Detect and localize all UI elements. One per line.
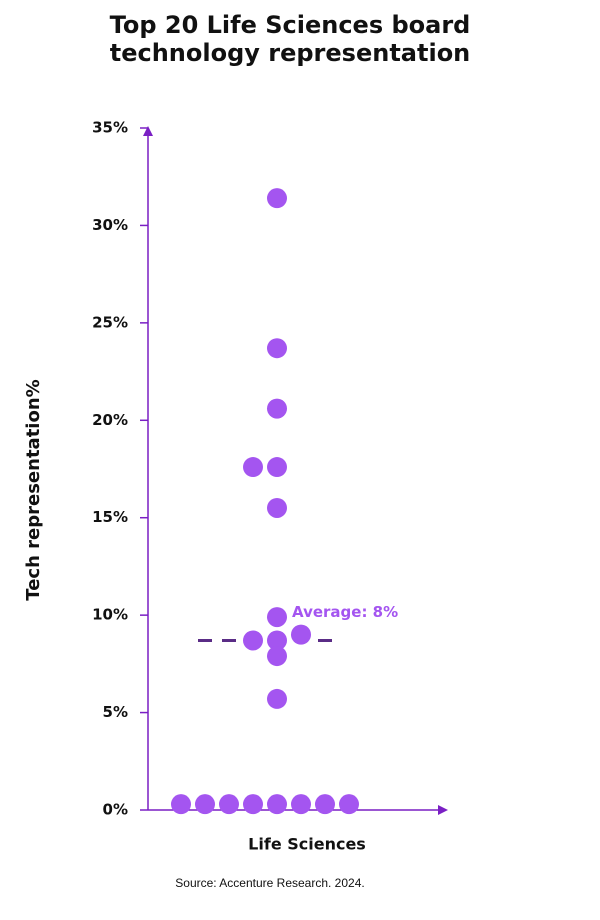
dot <box>267 188 287 209</box>
y-tick-label: 10% <box>92 606 128 624</box>
chart-title: technology representation <box>110 39 471 67</box>
dot <box>243 457 263 478</box>
chart-title: Top 20 Life Sciences board <box>110 11 471 39</box>
y-axis-title: Tech representation% <box>23 379 44 600</box>
y-tick-label: 0% <box>103 801 128 819</box>
dot <box>267 497 287 518</box>
y-tick-label: 25% <box>92 313 128 331</box>
dot <box>339 794 359 815</box>
dot <box>267 338 287 359</box>
y-tick-label: 30% <box>92 216 128 234</box>
dot <box>315 794 335 815</box>
dot <box>243 794 263 815</box>
x-tick-label: Life Sciences <box>248 835 366 854</box>
dot <box>291 624 311 645</box>
dot <box>219 794 239 815</box>
dot <box>171 794 191 815</box>
annotation: Average: 8% <box>292 603 398 621</box>
dot <box>267 688 287 709</box>
source: Source: Accenture Research. 2024. <box>175 876 364 890</box>
y-tick-label: 20% <box>92 411 128 429</box>
x-axis-arrow <box>438 805 448 815</box>
dot <box>243 630 263 651</box>
dot <box>267 607 287 628</box>
y-tick-label: 5% <box>103 703 128 721</box>
y-axis-arrow <box>143 126 153 136</box>
y-tick-label: 35% <box>92 119 128 137</box>
dot <box>291 794 311 815</box>
dot <box>267 646 287 667</box>
dot <box>267 457 287 478</box>
dot <box>267 794 287 815</box>
dot <box>267 398 287 419</box>
dot <box>267 630 287 651</box>
y-tick-label: 15% <box>92 508 128 526</box>
dot <box>195 794 215 815</box>
